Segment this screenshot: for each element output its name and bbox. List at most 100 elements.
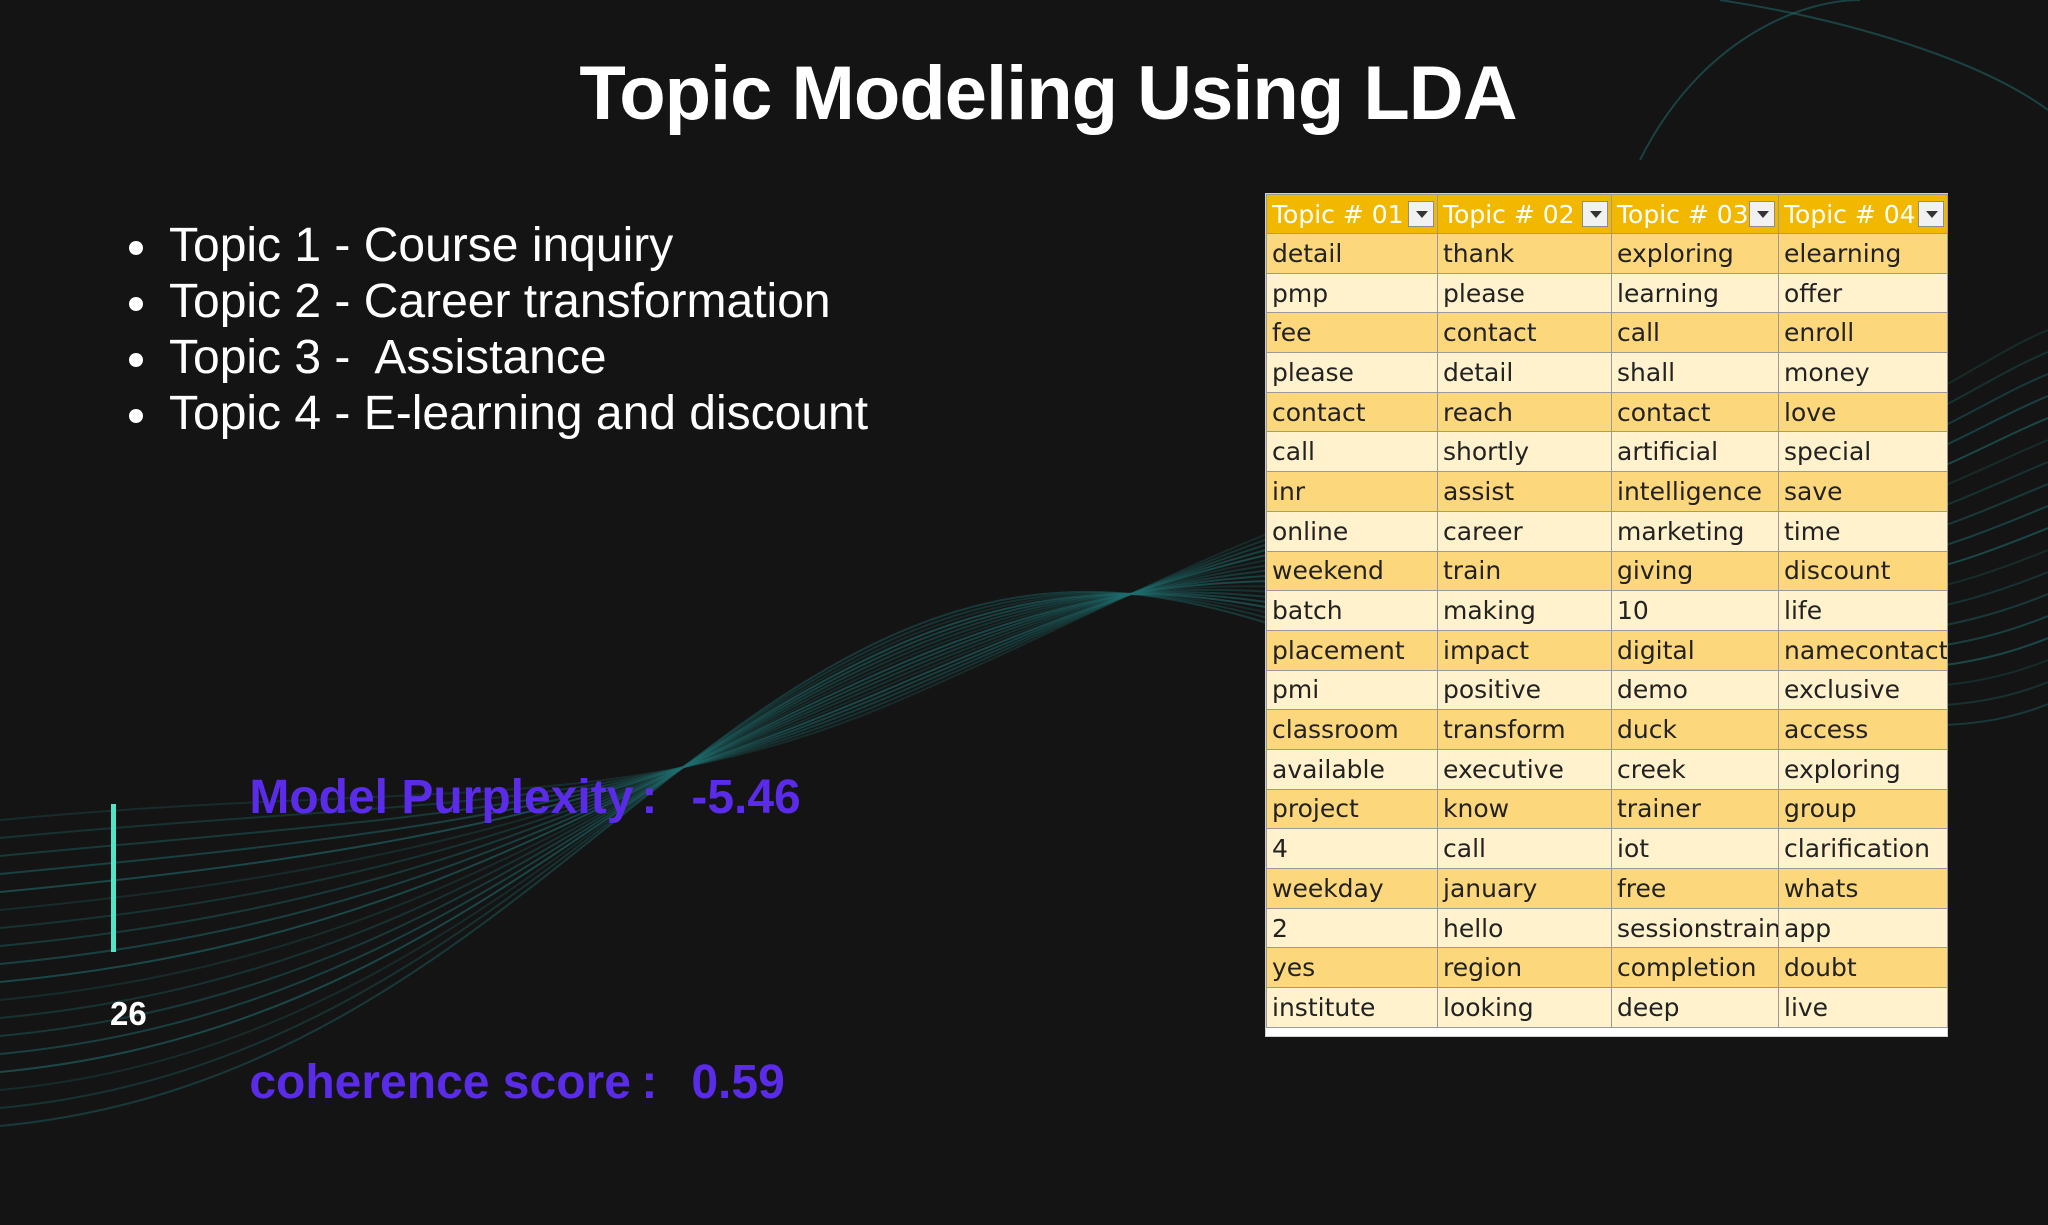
table-cell[interactable]: demo (1611, 669, 1779, 711)
table-cell[interactable]: weekend (1266, 550, 1438, 592)
table-cell[interactable]: classroom (1266, 709, 1438, 750)
table-cell[interactable]: 2 (1266, 907, 1438, 949)
column-header-topic-01: Topic # 01 (1266, 194, 1438, 234)
table-cell[interactable]: special (1778, 431, 1948, 473)
table-cell[interactable]: contact (1437, 312, 1612, 354)
topic-words-table: Topic # 01 Topic # 02 Topic # 03 Topic #… (1266, 194, 1948, 1036)
table-cell[interactable]: iot (1611, 828, 1779, 869)
column-header-topic-02: Topic # 02 (1437, 194, 1612, 234)
table-cell[interactable]: giving (1611, 550, 1779, 592)
table-cell[interactable]: please (1437, 272, 1612, 314)
dropdown-filter-icon[interactable] (1918, 201, 1944, 227)
table-cell[interactable]: completion (1611, 947, 1779, 989)
dropdown-filter-icon[interactable] (1408, 201, 1434, 227)
table-cell[interactable]: placement (1266, 629, 1438, 671)
table-cell[interactable]: digital (1611, 629, 1779, 671)
table-cell[interactable]: creek (1611, 748, 1779, 790)
table-cell[interactable]: call (1266, 431, 1438, 473)
table-cell[interactable]: 4 (1266, 828, 1438, 869)
table-cell[interactable]: intelligence (1611, 471, 1779, 512)
table-row: contact reach contact love (1266, 391, 1948, 433)
model-metrics: Model Purplexity: -5.46 coherence score:0… (196, 598, 800, 1225)
table-cell[interactable]: time (1778, 510, 1948, 552)
table-cell[interactable]: deep (1611, 987, 1779, 1028)
table-row: call shortly artificial special (1266, 431, 1948, 473)
table-cell[interactable]: reach (1437, 391, 1612, 433)
table-cell[interactable]: pmp (1266, 272, 1438, 314)
table-cell[interactable]: free (1611, 868, 1779, 909)
table-cell[interactable]: exclusive (1778, 669, 1948, 711)
column-header-label: Topic # 03 (1617, 199, 1749, 229)
table-cell[interactable]: live (1778, 987, 1948, 1028)
table-cell[interactable]: save (1778, 471, 1948, 512)
table-cell[interactable]: looking (1437, 987, 1612, 1028)
table-cell[interactable]: batch (1266, 590, 1438, 631)
table-row: online career marketing time (1266, 510, 1948, 552)
table-cell[interactable]: institute (1266, 987, 1438, 1028)
table-cell[interactable]: executive (1437, 748, 1612, 790)
table-cell[interactable]: inr (1266, 471, 1438, 512)
table-cell[interactable]: discount (1778, 550, 1948, 592)
table-cell[interactable]: elearning (1778, 233, 1948, 274)
table-cell[interactable]: namecontact (1778, 629, 1948, 671)
table-cell[interactable]: learning (1611, 272, 1779, 314)
table-cell[interactable]: trainer (1611, 788, 1779, 830)
table-cell[interactable]: offer (1778, 272, 1948, 314)
table-cell[interactable]: available (1266, 748, 1438, 790)
table-cell[interactable]: region (1437, 947, 1612, 989)
table-cell[interactable]: app (1778, 907, 1948, 949)
table-cell[interactable]: fee (1266, 312, 1438, 354)
table-cell[interactable]: detail (1266, 233, 1438, 274)
table-cell[interactable]: hello (1437, 907, 1612, 949)
metric-value: 0.59 (691, 1056, 785, 1109)
table-cell[interactable]: thank (1437, 233, 1612, 274)
table-row: project know trainer group (1266, 788, 1948, 830)
table-cell[interactable]: train (1437, 550, 1612, 592)
table-cell[interactable]: money (1778, 352, 1948, 393)
table-cell[interactable]: group (1778, 788, 1948, 830)
table-cell[interactable]: know (1437, 788, 1612, 830)
table-cell[interactable]: sessionstrain (1611, 907, 1779, 949)
column-header-label: Topic # 01 (1272, 199, 1404, 229)
column-header-topic-03: Topic # 03 (1611, 194, 1779, 234)
accent-bar (111, 804, 116, 952)
table-cell[interactable]: exploring (1778, 748, 1948, 790)
table-cell[interactable]: doubt (1778, 947, 1948, 989)
table-cell[interactable]: access (1778, 709, 1948, 750)
table-cell[interactable]: exploring (1611, 233, 1779, 274)
table-cell[interactable]: impact (1437, 629, 1612, 671)
dropdown-filter-icon[interactable] (1749, 201, 1775, 227)
table-cell[interactable]: 10 (1611, 590, 1779, 631)
table-cell[interactable]: weekday (1266, 868, 1438, 909)
table-cell[interactable]: positive (1437, 669, 1612, 711)
table-cell[interactable]: please (1266, 352, 1438, 393)
table-cell[interactable]: transform (1437, 709, 1612, 750)
table-cell[interactable]: contact (1611, 391, 1779, 433)
table-cell[interactable]: shortly (1437, 431, 1612, 473)
table-cell[interactable]: life (1778, 590, 1948, 631)
table-cell[interactable]: clarification (1778, 828, 1948, 869)
table-cell[interactable]: project (1266, 788, 1438, 830)
table-cell[interactable]: call (1611, 312, 1779, 354)
table-cell[interactable]: love (1778, 391, 1948, 433)
table-cell[interactable]: january (1437, 868, 1612, 909)
table-cell[interactable]: shall (1611, 352, 1779, 393)
table-cell[interactable]: online (1266, 510, 1438, 552)
table-cell[interactable]: call (1437, 828, 1612, 869)
table-cell[interactable]: career (1437, 510, 1612, 552)
table-cell[interactable]: making (1437, 590, 1612, 631)
table-cell[interactable]: artificial (1611, 431, 1779, 473)
table-cell[interactable]: marketing (1611, 510, 1779, 552)
table-cell[interactable]: whats (1778, 868, 1948, 909)
table-row: yes region completion doubt (1266, 947, 1948, 989)
table-cell[interactable]: yes (1266, 947, 1438, 989)
dropdown-filter-icon[interactable] (1582, 201, 1608, 227)
table-cell[interactable]: pmi (1266, 669, 1438, 711)
table-cell[interactable]: assist (1437, 471, 1612, 512)
table-cell[interactable]: enroll (1778, 312, 1948, 354)
table-cell[interactable]: detail (1437, 352, 1612, 393)
table-cell[interactable]: contact (1266, 391, 1438, 433)
table-cell[interactable]: duck (1611, 709, 1779, 750)
table-row: detail thank exploring elearning (1266, 233, 1948, 274)
column-header-label: Topic # 04 (1784, 199, 1916, 229)
